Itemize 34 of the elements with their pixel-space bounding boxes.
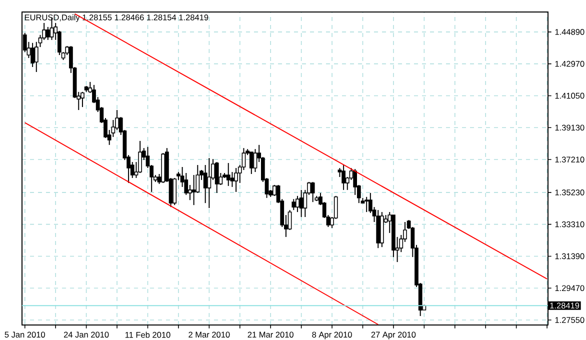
candlestick <box>80 91 84 108</box>
candlestick <box>310 181 315 203</box>
y-tick-label: 1.42970 <box>555 60 584 67</box>
x-tick-label: 24 Jan 2010 <box>64 332 109 338</box>
candlestick <box>292 198 296 211</box>
y-tick-label: 1.41050 <box>555 92 584 99</box>
x-tick-label: 27 Apr 2010 <box>371 332 416 340</box>
y-tick-label: 1.39130 <box>555 124 584 131</box>
y-tick-label: 1.35230 <box>555 190 584 196</box>
candlestick <box>214 162 219 194</box>
y-tick-label: 1.37210 <box>555 156 584 162</box>
x-tick-label: 11 Feb 2010 <box>125 332 170 338</box>
candlestick <box>234 168 238 192</box>
x-tick-label: 8 Apr 2010 <box>312 332 352 340</box>
candlestick <box>253 148 258 172</box>
x-tick-label: 5 Jan 2010 <box>4 332 45 338</box>
candlestick <box>342 164 346 190</box>
candlestick <box>46 26 50 40</box>
candlestick <box>296 195 300 213</box>
candlestick <box>364 196 369 213</box>
candlestick <box>226 162 230 186</box>
x-tick-label: 2 Mar 2010 <box>188 332 230 338</box>
candlestick <box>192 174 196 206</box>
y-tick-label: 1.27550 <box>555 317 584 323</box>
chart-title: EURUSD,Daily 1.28155 1.28466 1.28154 1.28419 <box>24 14 208 22</box>
candlestick <box>207 158 212 209</box>
y-tick-label: 1.29470 <box>555 285 584 292</box>
y-tick-label: 1.33310 <box>555 221 584 228</box>
y-tick-label: 1.31390 <box>555 253 584 260</box>
y-tick-label: 1.44890 <box>555 29 584 35</box>
ref-line-label: 1.28419 <box>550 302 580 309</box>
candlestick <box>249 152 254 174</box>
x-tick-label: 21 Mar 2010 <box>248 332 294 338</box>
candlestick <box>299 189 304 218</box>
